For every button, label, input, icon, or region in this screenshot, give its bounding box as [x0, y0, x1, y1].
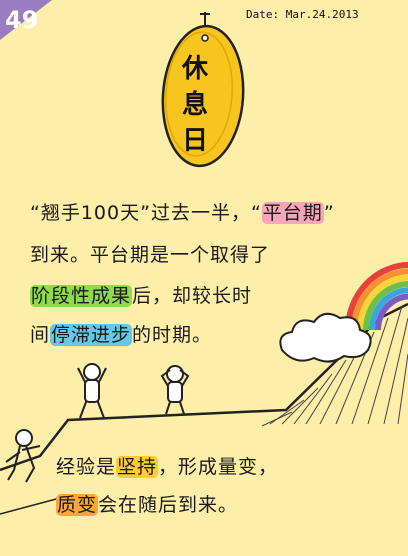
p2-l2-highlight: 质变 — [56, 494, 99, 516]
person-cheering-icon — [77, 363, 107, 419]
p1-l2-text: 到来。平台期是一个取得了 — [30, 244, 271, 266]
rainbow-icon — [345, 261, 408, 331]
sign-icon — [161, 12, 245, 168]
p1-l4-text-after: 的时期。 — [132, 324, 213, 346]
mountain-line — [0, 302, 408, 472]
corner-badge-shape — [0, 0, 52, 40]
p1-l4-highlight: 停滞进步 — [50, 324, 133, 346]
paragraph1-line3: 阶段性成果后，却较长时 — [30, 281, 252, 308]
p1-l1-highlight: 平台期 — [261, 202, 324, 224]
p1-l3-text-after: 后，却较长时 — [132, 285, 253, 307]
p1-l1-text-after: ” — [323, 202, 335, 224]
rainbow-band — [363, 280, 408, 331]
rainbow-band — [357, 274, 408, 331]
paragraph1-line2: 到来。平台期是一个取得了 — [30, 240, 270, 267]
person-looking-icon — [160, 365, 190, 415]
p2-l1-highlight: 坚持 — [116, 456, 159, 478]
person-climbing-icon — [5, 429, 41, 483]
paragraph1-line1: “翘手100天”过去一半，“平台期” — [30, 198, 335, 225]
rainbow-band — [369, 287, 408, 331]
p1-l1-text-before: “翘手100天”过去一半，“ — [30, 202, 262, 224]
p1-l4-text-before: 间 — [30, 324, 51, 346]
paragraph2-line2: 质变会在随后到来。 — [56, 490, 238, 517]
paragraph1-line4: 间停滞进步的时期。 — [30, 320, 212, 347]
slope-hatching — [261, 305, 408, 427]
p2-l2-text-after: 会在随后到来。 — [98, 494, 239, 516]
rainbow-band — [351, 268, 408, 331]
sign-char-1: 休 — [181, 54, 208, 84]
sign-char-3: 日 — [181, 126, 208, 156]
date-label: Date: Mar.24.2013 — [246, 8, 359, 21]
ground-line — [0, 497, 61, 515]
paragraph2-line1: 经验是坚持，形成量变， — [56, 452, 278, 479]
p2-l1-text-after: ，形成量变， — [158, 456, 279, 478]
cloud-icon — [279, 312, 372, 363]
rainbow-band — [345, 261, 408, 331]
page-number-badge: 49 — [5, 6, 39, 34]
sign-char-2: 息 — [181, 90, 208, 120]
p2-l1-text-before: 经验是 — [56, 456, 117, 478]
p1-l3-highlight: 阶段性成果 — [30, 285, 133, 307]
rainbow-band — [375, 293, 408, 331]
